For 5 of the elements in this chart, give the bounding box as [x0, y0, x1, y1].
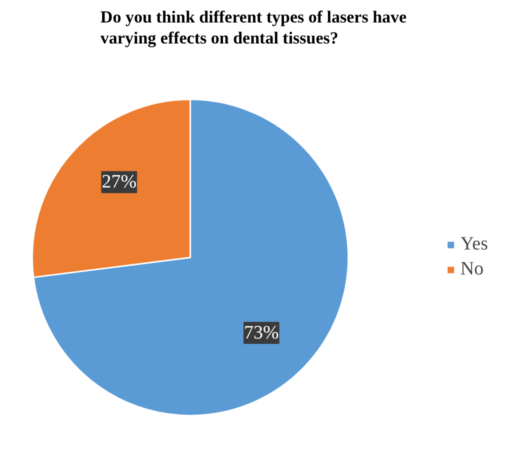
legend-label: Yes [460, 234, 488, 256]
data-label: 27% [102, 172, 137, 193]
data-label: 73% [244, 322, 279, 344]
chart-title: Do you think different types of lasers have varying effects on dental tissues? [100, 8, 408, 48]
legend-label: No [460, 258, 484, 280]
